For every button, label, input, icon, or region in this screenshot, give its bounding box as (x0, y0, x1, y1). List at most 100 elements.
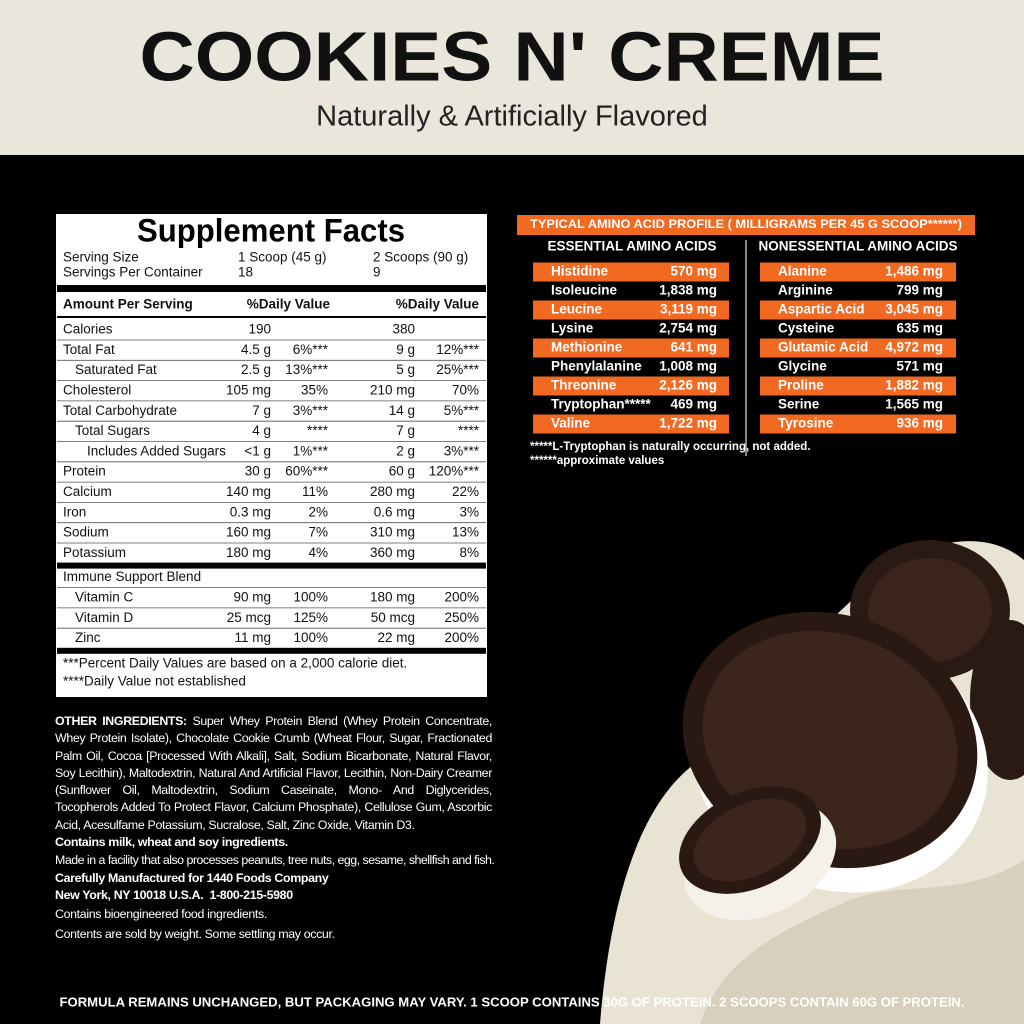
nutrient-name: Total Sugars (75, 423, 150, 438)
serving-value: 18 (238, 265, 253, 280)
nutrient-dv: 120%*** (429, 464, 480, 479)
nutrient-dv: 13%*** (285, 362, 329, 377)
nutrient-name: Total Carbohydrate (63, 403, 177, 418)
footer-note: FORMULA REMAINS UNCHANGED, BUT PACKAGING… (60, 995, 965, 1009)
amino-amount: 3,045 mg (885, 302, 943, 317)
column-header: %Daily Value (396, 297, 480, 312)
nutrient-amount: 5 g (396, 362, 415, 377)
product-subtitle: Naturally & Artificially Flavored (316, 101, 708, 133)
nutrient-dv: 1%*** (293, 443, 329, 458)
amino-amount: 1,486 mg (885, 264, 943, 279)
nutrient-dv: 11% (302, 484, 328, 499)
settling-statement: Contents are sold by weight. Some settli… (55, 926, 335, 941)
cookie-illustration (600, 540, 1024, 1024)
amino-amount: 469 mg (670, 397, 717, 412)
amino-amount: 641 mg (670, 340, 717, 355)
amino-name: Valine (551, 416, 591, 431)
nutrient-name: Includes Added Sugars (87, 443, 226, 458)
nutrient-dv: 22% (452, 484, 479, 499)
amino-group-heading: ESSENTIAL AMINO ACIDS (547, 239, 716, 254)
nutrient-dv: 200% (444, 589, 479, 604)
amino-amount: 1,838 mg (659, 283, 717, 298)
ingredients: OTHER INGREDIENTS: Super Whey Protein Bl… (55, 713, 495, 943)
amino-row-band (533, 414, 729, 434)
amino-amount: 2,754 mg (659, 321, 717, 336)
amino-title-bar (517, 215, 975, 235)
nutrient-amount: 140 mg (226, 484, 271, 499)
amino-row-band (760, 300, 956, 320)
nutrient-amount: 310 mg (370, 525, 415, 540)
serving-value: 1 Scoop (45 g) (238, 250, 327, 265)
nutrient-dv: 3% (459, 504, 479, 519)
nutrient-amount: 90 mg (233, 589, 271, 604)
nutrient-name: Calcium (63, 484, 112, 499)
serving-label: Servings Per Container (63, 265, 203, 280)
amino-name: Glycine (778, 359, 827, 374)
nutrient-dv: 100% (293, 630, 328, 645)
nutrient-amount: 4 g (252, 423, 271, 438)
nutrient-name: Protein (63, 464, 106, 479)
nutrient-dv: 13% (452, 525, 479, 540)
nutrient-name: Vitamin D (75, 610, 134, 625)
rule (57, 316, 486, 318)
nutrient-dv: 35% (301, 382, 328, 397)
nutrient-dv: **** (458, 423, 480, 438)
amino-amount: 1,565 mg (885, 397, 943, 412)
nutrient-amount: 0.6 mg (374, 504, 415, 519)
amino-name: Serine (778, 397, 820, 412)
facts-panel (54, 212, 489, 699)
amino-name: Alanine (778, 264, 827, 279)
nutrient-name: Potassium (63, 545, 126, 560)
amino-name: Methionine (551, 340, 623, 355)
amino-name: Lysine (551, 321, 594, 336)
amino-row-band (533, 300, 729, 320)
bioengineered-statement: Contains bioengineered food ingredients. (55, 907, 267, 922)
amino-amount: 1,008 mg (659, 359, 717, 374)
nutrient-name: Cholesterol (63, 382, 131, 397)
amino-amount: 2,126 mg (659, 378, 717, 393)
facts-title: Supplement Facts (137, 212, 405, 248)
amino-name: Tyrosine (778, 416, 834, 431)
amino-row-band (760, 262, 956, 282)
amino-name: Phenylalanine (551, 359, 642, 374)
nutrient-amount: <1 g (244, 443, 271, 458)
nutrient-amount: 105 mg (226, 382, 271, 397)
nutrient-amount: 11 mg (234, 630, 271, 645)
thick-rule (57, 285, 486, 292)
nutrient-amount: 30 g (245, 464, 271, 479)
nutrient-dv: 70% (452, 382, 479, 397)
column-header: Amount Per Serving (63, 297, 193, 312)
nutrient-amount: 50 mcg (371, 610, 415, 625)
amino-row-band (533, 376, 729, 396)
nutrient-amount: 60 g (389, 464, 415, 479)
amino-amount: 1,882 mg (885, 378, 943, 393)
amino-name: Glutamic Acid (778, 340, 868, 355)
header-band (0, 0, 1024, 155)
nutrient-amount: 25 mcg (227, 610, 271, 625)
thick-rule (57, 647, 486, 654)
amino-row-band (760, 338, 956, 358)
nutrient-amount: 4.5 g (241, 342, 271, 357)
amino-footnote: *****L-Tryptophan is naturally occurring… (530, 441, 811, 453)
amino-amount: 936 mg (896, 416, 943, 431)
amino-name: Leucine (551, 302, 603, 317)
nutrient-dv: 25%*** (436, 362, 480, 377)
nutrient-dv: 3%*** (293, 403, 329, 418)
nutrient-amount: 9 g (396, 342, 415, 357)
facts-footnote: ***Percent Daily Values are based on a 2… (63, 655, 407, 670)
amino-amount: 799 mg (896, 283, 943, 298)
nutrient-dv: 200% (444, 630, 479, 645)
nutrient-name: Sodium (63, 525, 109, 540)
nutrient-dv: 4% (308, 545, 328, 560)
amino-name: Aspartic Acid (778, 302, 865, 317)
amino-row-band (760, 376, 956, 396)
nutrient-amount: 180 mg (370, 589, 415, 604)
nutrient-name: Vitamin C (75, 589, 134, 604)
nutrient-amount: 2.5 g (241, 362, 271, 377)
nutrient-amount: 7 g (252, 403, 271, 418)
nutrient-dv: 125% (293, 610, 328, 625)
amino-row-band (760, 414, 956, 434)
amino-amount: 3,119 mg (660, 302, 717, 317)
ingredients-text: Super Whey Protein Blend (Whey Protein C… (55, 714, 492, 832)
